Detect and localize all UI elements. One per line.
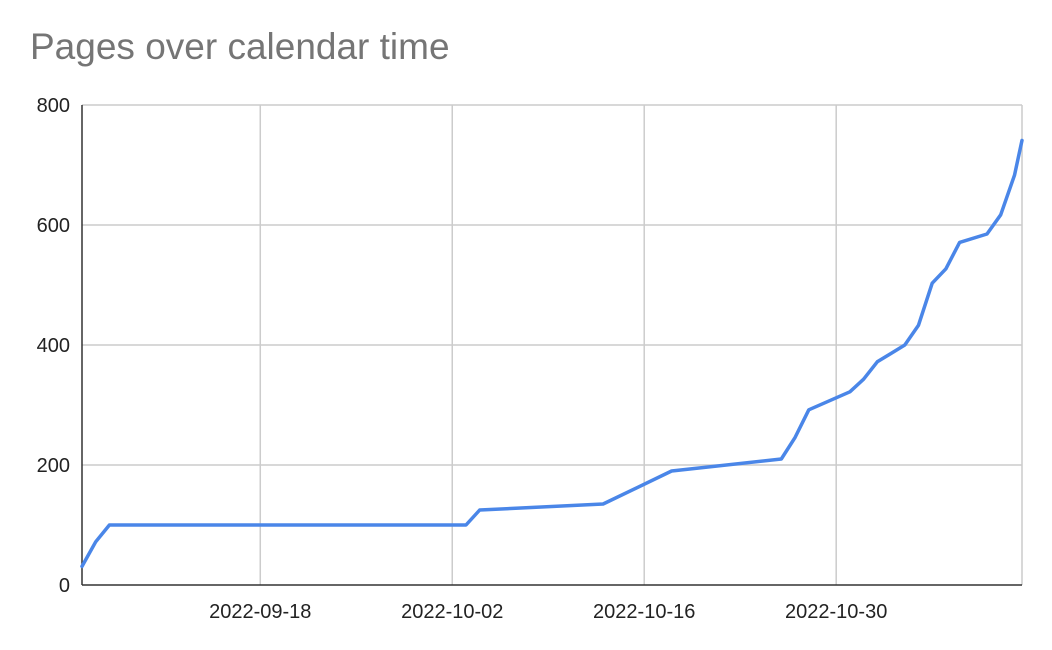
y-tick-label: 800	[37, 95, 70, 117]
y-tick-label: 0	[59, 575, 70, 597]
x-tick-label: 2022-10-16	[593, 601, 695, 623]
x-tick-label: 2022-10-02	[401, 601, 503, 623]
axes	[81, 105, 1022, 586]
y-tick-label: 200	[37, 455, 70, 477]
tick-labels: 0 200 400 600 800 2022-09-18 2022-10-02 2022-10…	[37, 95, 888, 623]
y-tick-label: 400	[37, 335, 70, 357]
series-layer	[80, 138, 1024, 569]
x-tick-label: 2022-10-30	[785, 601, 887, 623]
chart-title: Pages over calendar time	[30, 26, 450, 67]
y-tick-label: 600	[37, 215, 70, 237]
x-tick-label: 2022-09-18	[209, 601, 311, 623]
series-line	[80, 138, 1024, 569]
grid	[82, 104, 1023, 585]
